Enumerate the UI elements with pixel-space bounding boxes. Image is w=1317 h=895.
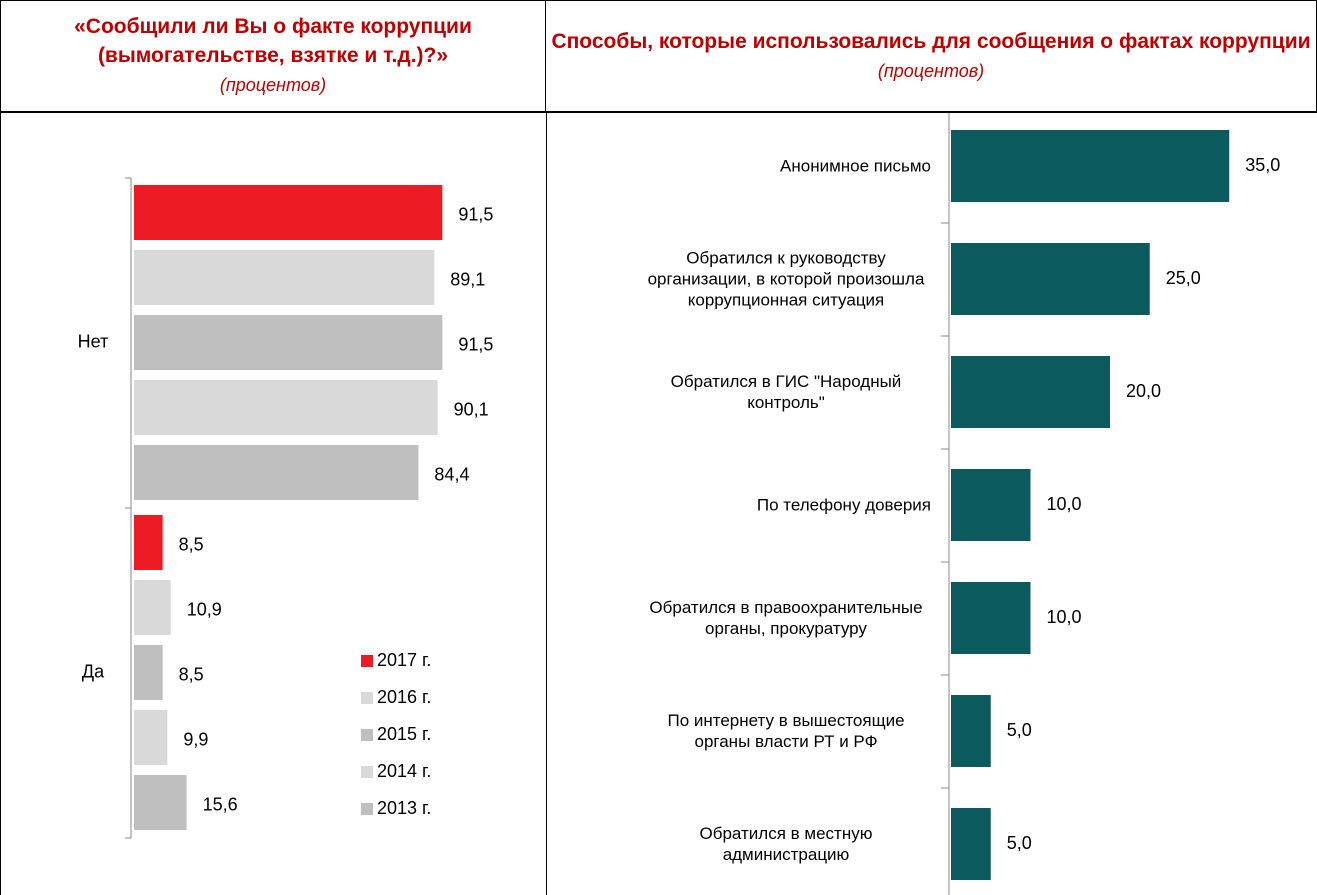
- bar: [951, 469, 1031, 541]
- chart-title: Способы, которые использовались для сооб…: [551, 29, 1311, 53]
- category-label: Обратился в ГИС "Народный контроль": [670, 372, 902, 412]
- value-label: 20,0: [1126, 381, 1161, 401]
- value-label: 5,0: [1007, 833, 1032, 853]
- value-label: 10,0: [1047, 607, 1082, 627]
- bar: [134, 185, 443, 240]
- bar: [134, 250, 435, 305]
- category-label: Нет: [78, 331, 109, 351]
- bar: [134, 580, 171, 635]
- bar: [134, 445, 419, 500]
- bar: [951, 356, 1110, 428]
- units: (процентов): [219, 75, 327, 95]
- bar: [134, 515, 163, 570]
- value-label: 8,5: [179, 664, 204, 684]
- legend-swatch: [361, 692, 373, 704]
- bar: [134, 380, 438, 435]
- value-label: 91,5: [458, 334, 493, 354]
- category-label: Анонимное письмо: [780, 156, 931, 176]
- value-label: 90,1: [454, 399, 489, 419]
- bar: [951, 582, 1031, 654]
- legend-label: 2013 г.: [377, 798, 431, 818]
- bar: [134, 775, 187, 830]
- category-label: По телефону доверия: [756, 495, 931, 515]
- bar: [134, 315, 443, 370]
- value-label: 15,6: [203, 794, 238, 814]
- value-label: 35,0: [1245, 155, 1280, 175]
- value-label: 91,5: [458, 204, 493, 224]
- divider: [546, 113, 547, 895]
- left-header: «Сообщили ли Вы о факте коррупции (вымог…: [1, 0, 546, 113]
- category-label: Обратился в правоохранительные органы, п…: [649, 598, 923, 638]
- chart-title: «Сообщили ли Вы о факте коррупции (вымог…: [74, 15, 472, 67]
- legend-swatch: [361, 766, 373, 778]
- bar: [134, 710, 168, 765]
- right-header: Способы, которые использовались для сооб…: [546, 0, 1317, 113]
- value-label: 8,5: [179, 534, 204, 554]
- legend-swatch: [361, 803, 373, 815]
- category-label: По интернету в вышестоящие органы власти…: [667, 711, 905, 751]
- value-label: 10,0: [1047, 494, 1082, 514]
- value-label: 5,0: [1007, 720, 1032, 740]
- value-label: 25,0: [1166, 268, 1201, 288]
- units: (процентов): [877, 60, 985, 81]
- legend-swatch: [361, 655, 373, 667]
- bar: [134, 645, 163, 700]
- bar: [951, 695, 991, 767]
- value-label: 9,9: [183, 729, 208, 749]
- legend-label: 2015 г.: [377, 724, 431, 744]
- value-label: 89,1: [450, 269, 485, 289]
- category-label: Да: [82, 661, 105, 681]
- category-label: Обратился в местную администрацию: [699, 824, 873, 864]
- value-label: 10,9: [187, 599, 222, 619]
- bar: [951, 243, 1150, 315]
- value-label: 84,4: [434, 464, 469, 484]
- legend-label: 2017 г.: [377, 650, 431, 670]
- category-label: Обратился к руководству организации, в к…: [647, 248, 925, 310]
- legend-label: 2014 г.: [377, 761, 431, 781]
- bar: [951, 808, 991, 880]
- bar: [951, 130, 1230, 202]
- legend-label: 2016 г.: [377, 687, 431, 707]
- legend-swatch: [361, 729, 373, 741]
